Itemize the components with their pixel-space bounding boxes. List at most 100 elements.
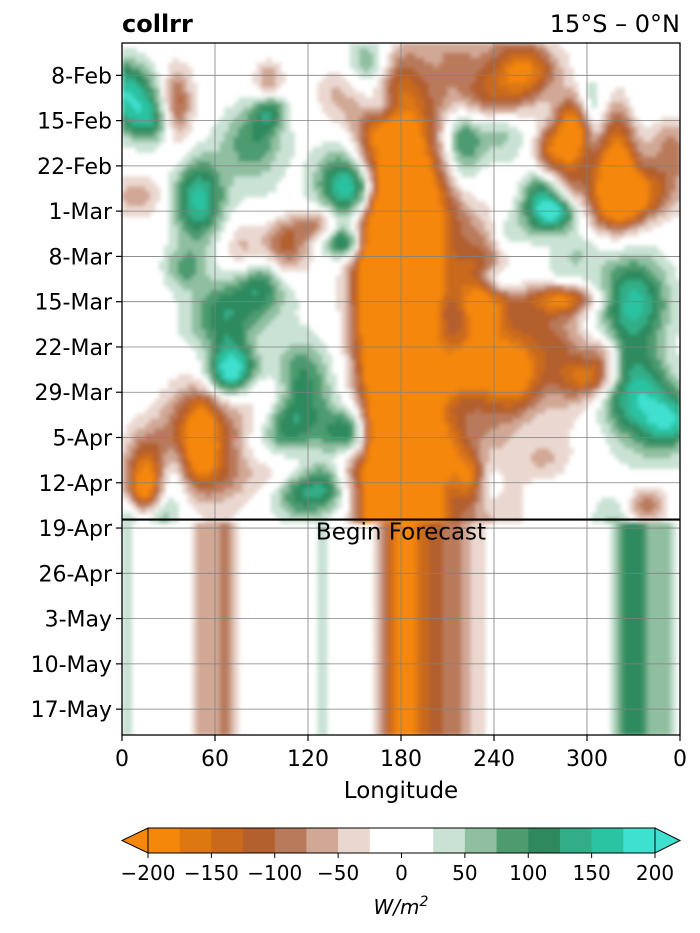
anomaly-cell <box>507 295 514 301</box>
anomaly-cell <box>494 97 500 104</box>
anomaly-cell <box>605 225 612 232</box>
anomaly-cell <box>531 57 537 64</box>
anomaly-cell <box>210 151 216 158</box>
anomaly-cell <box>442 161 449 168</box>
anomaly-cell <box>591 270 598 277</box>
anomaly-cell <box>470 97 477 104</box>
anomaly-cell <box>424 52 430 59</box>
anomaly-cell <box>252 146 258 153</box>
anomaly-cell <box>159 265 165 272</box>
anomaly-cell <box>154 127 161 133</box>
anomaly-cell <box>233 146 240 153</box>
anomaly-cell <box>289 300 295 306</box>
anomaly-cell <box>382 67 388 74</box>
anomaly-cell <box>587 206 593 212</box>
anomaly-cell <box>368 186 374 193</box>
anomaly-cell <box>284 141 291 148</box>
anomaly-cell <box>201 300 207 306</box>
anomaly-cell <box>414 300 421 306</box>
anomaly-cell <box>633 196 640 203</box>
anomaly-cell <box>587 240 593 247</box>
anomaly-cell <box>173 186 179 193</box>
anomaly-cell <box>428 216 435 222</box>
anomaly-cell <box>563 146 570 153</box>
anomaly-cell <box>219 181 226 188</box>
anomaly-cell <box>442 235 449 242</box>
anomaly-cell <box>182 156 188 163</box>
anomaly-cell <box>498 97 505 104</box>
anomaly-cell <box>587 196 593 203</box>
anomaly-cell <box>628 201 635 208</box>
anomaly-cell <box>266 275 272 282</box>
anomaly-cell <box>517 191 523 198</box>
anomaly-cell <box>447 62 454 69</box>
anomaly-cell <box>387 166 393 173</box>
anomaly-cell <box>303 230 309 237</box>
anomaly-cell <box>233 270 240 277</box>
anomaly-cell <box>428 107 435 114</box>
anomaly-cell <box>187 176 193 183</box>
anomaly-cell <box>196 181 202 188</box>
anomaly-cell <box>354 181 361 188</box>
anomaly-cell <box>373 47 379 54</box>
anomaly-cell <box>391 211 398 217</box>
anomaly-cell <box>452 87 458 94</box>
anomaly-cell <box>335 245 342 252</box>
anomaly-cell <box>359 304 365 311</box>
anomaly-cell <box>512 230 519 237</box>
anomaly-cell <box>531 216 537 222</box>
anomaly-cell <box>280 216 286 222</box>
anomaly-cell <box>484 112 491 119</box>
anomaly-cell <box>610 102 616 109</box>
anomaly-cell <box>275 136 281 143</box>
anomaly-cell <box>270 62 277 69</box>
anomaly-cell <box>596 225 602 232</box>
anomaly-cell <box>670 290 677 296</box>
anomaly-cell <box>484 230 491 237</box>
anomaly-cell <box>652 181 658 188</box>
anomaly-cell <box>554 82 560 89</box>
anomaly-cell <box>619 225 626 232</box>
anomaly-cell <box>424 255 430 262</box>
anomaly-cell <box>187 304 193 311</box>
anomaly-cell <box>498 77 505 84</box>
anomaly-cell <box>633 245 640 252</box>
anomaly-cell <box>577 151 584 158</box>
anomaly-cell <box>549 131 556 138</box>
anomaly-cell <box>363 112 370 119</box>
anomaly-cell <box>168 196 175 203</box>
anomaly-cell <box>247 171 254 178</box>
anomaly-cell <box>391 285 398 292</box>
anomaly-cell <box>368 122 374 128</box>
anomaly-cell <box>359 181 365 188</box>
anomaly-cell <box>414 57 421 64</box>
anomaly-cell <box>545 304 551 311</box>
anomaly-cell <box>624 166 630 173</box>
anomaly-cell <box>447 186 454 193</box>
anomaly-cell <box>196 161 202 168</box>
anomaly-cell <box>359 245 365 252</box>
anomaly-cell <box>554 102 560 109</box>
anomaly-cell <box>308 211 314 217</box>
anomaly-cell <box>461 146 467 153</box>
anomaly-cell <box>387 225 393 232</box>
anomaly-cell <box>359 216 365 222</box>
anomaly-cell <box>303 220 309 227</box>
anomaly-cell <box>563 285 570 292</box>
anomaly-cell <box>554 92 560 99</box>
anomaly-cell <box>368 171 374 178</box>
anomaly-cell <box>452 92 458 99</box>
anomaly-cell <box>168 171 175 178</box>
anomaly-cell <box>512 300 519 306</box>
anomaly-cell <box>326 191 333 198</box>
anomaly-cell <box>173 67 179 74</box>
anomaly-cell <box>559 196 565 203</box>
anomaly-cell <box>633 290 640 296</box>
anomaly-cell <box>308 166 314 173</box>
anomaly-cell <box>503 304 509 311</box>
anomaly-cell <box>428 87 435 94</box>
anomaly-cell <box>238 196 244 203</box>
anomaly-cell <box>568 201 574 208</box>
anomaly-cell <box>373 295 379 301</box>
anomaly-cell <box>247 240 254 247</box>
